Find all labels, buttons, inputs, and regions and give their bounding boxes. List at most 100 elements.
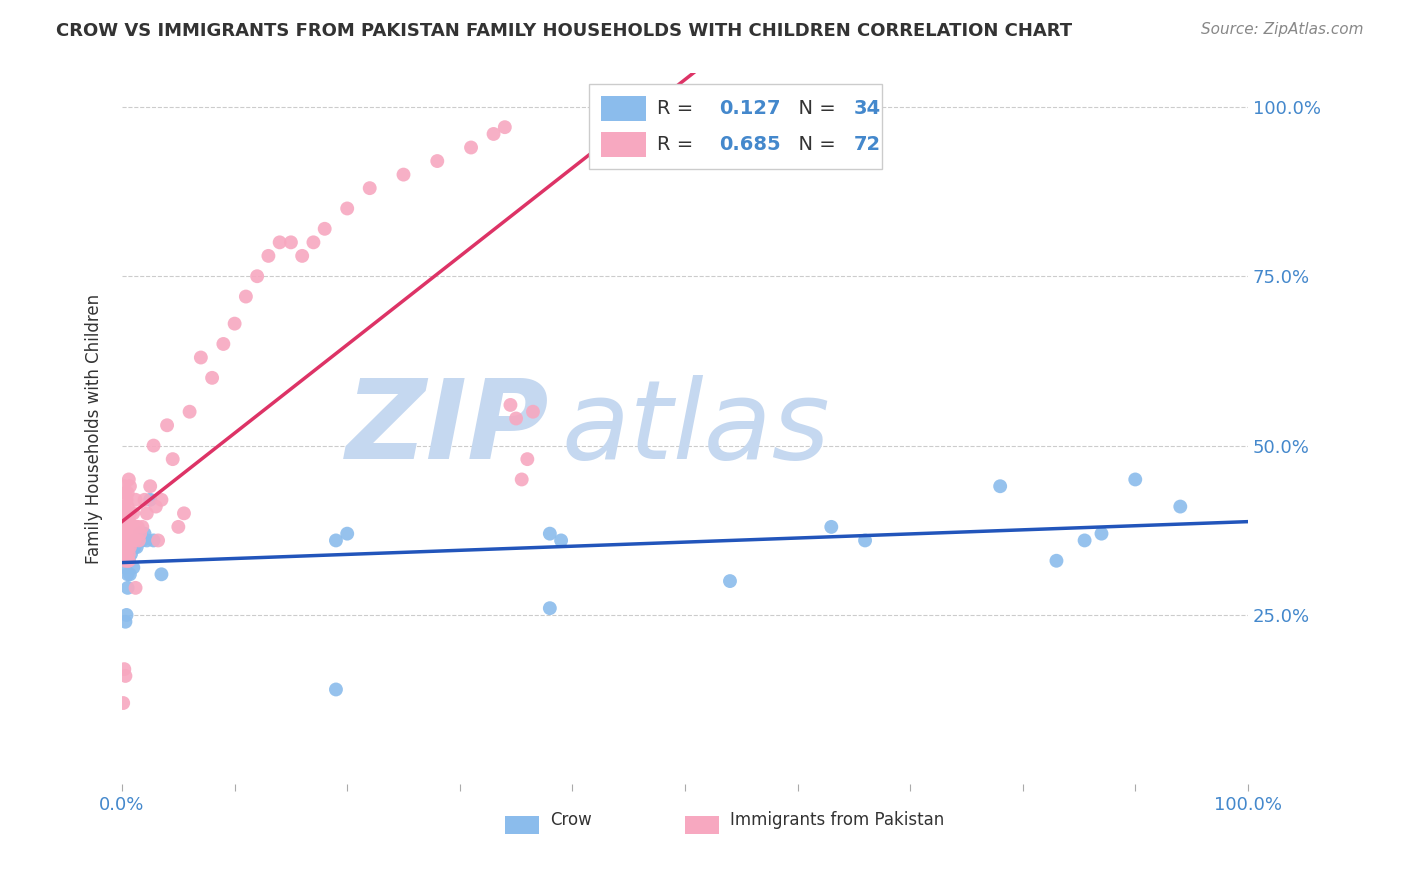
Point	[124, 581, 146, 595]
Text: 0.127: 0.127	[718, 99, 780, 118]
Point	[121, 540, 143, 554]
Point	[505, 411, 527, 425]
Point	[142, 439, 165, 453]
Point	[117, 540, 139, 554]
Point	[129, 526, 152, 541]
Point	[120, 533, 142, 548]
Point	[112, 547, 135, 561]
Point	[122, 520, 145, 534]
Point	[392, 168, 415, 182]
Point	[494, 120, 516, 135]
Text: 34: 34	[853, 99, 882, 118]
Text: Immigrants from Pakistan: Immigrants from Pakistan	[730, 811, 945, 829]
Point	[117, 554, 139, 568]
Point	[325, 682, 347, 697]
Point	[125, 540, 148, 554]
Point	[820, 520, 842, 534]
Point	[117, 533, 139, 548]
FancyBboxPatch shape	[685, 816, 718, 834]
Point	[127, 520, 149, 534]
Point	[112, 696, 135, 710]
Text: 72: 72	[853, 135, 882, 153]
Point	[122, 506, 145, 520]
Point	[1168, 500, 1191, 514]
Point	[1073, 533, 1095, 548]
Point	[988, 479, 1011, 493]
Point	[131, 520, 153, 534]
Point	[112, 526, 135, 541]
Point	[115, 540, 138, 554]
Point	[115, 554, 138, 568]
Point	[179, 405, 201, 419]
Point	[117, 567, 139, 582]
Point	[269, 235, 291, 250]
Point	[257, 249, 280, 263]
Point	[135, 533, 157, 548]
Text: CROW VS IMMIGRANTS FROM PAKISTAN FAMILY HOUSEHOLDS WITH CHILDREN CORRELATION CHA: CROW VS IMMIGRANTS FROM PAKISTAN FAMILY …	[56, 22, 1073, 40]
Point	[235, 289, 257, 303]
Point	[128, 533, 150, 548]
Point	[212, 337, 235, 351]
Point	[538, 526, 561, 541]
FancyBboxPatch shape	[589, 84, 882, 169]
Point	[118, 554, 141, 568]
Point	[280, 235, 302, 250]
Point	[115, 520, 138, 534]
Point	[134, 492, 156, 507]
Point	[853, 533, 876, 548]
Point	[224, 317, 246, 331]
Point	[117, 547, 139, 561]
Point	[124, 540, 146, 554]
Point	[122, 560, 145, 574]
Point	[128, 533, 150, 548]
Point	[114, 615, 136, 629]
Point	[120, 520, 142, 534]
Point	[314, 221, 336, 235]
Point	[118, 567, 141, 582]
Point	[1090, 526, 1112, 541]
Point	[114, 533, 136, 548]
Point	[426, 154, 449, 169]
Point	[538, 601, 561, 615]
Point	[118, 513, 141, 527]
Point	[359, 181, 381, 195]
Point	[114, 554, 136, 568]
Point	[146, 533, 169, 548]
Point	[114, 506, 136, 520]
Point	[325, 533, 347, 548]
Point	[117, 581, 139, 595]
Text: ZIP: ZIP	[346, 376, 550, 483]
FancyBboxPatch shape	[505, 816, 538, 834]
Point	[121, 533, 143, 548]
Point	[118, 554, 141, 568]
Text: Crow: Crow	[550, 811, 592, 829]
Text: 0.685: 0.685	[718, 135, 780, 153]
Point	[118, 506, 141, 520]
Point	[510, 473, 533, 487]
Point	[336, 526, 359, 541]
Point	[114, 540, 136, 554]
Point	[117, 486, 139, 500]
Point	[112, 520, 135, 534]
Point	[162, 452, 184, 467]
Point	[118, 526, 141, 541]
Point	[118, 533, 141, 548]
Point	[115, 513, 138, 527]
Point	[115, 547, 138, 561]
Point	[131, 533, 153, 548]
Text: Source: ZipAtlas.com: Source: ZipAtlas.com	[1201, 22, 1364, 37]
Point	[118, 520, 141, 534]
Point	[118, 547, 141, 561]
FancyBboxPatch shape	[600, 96, 645, 121]
Point	[120, 526, 142, 541]
Point	[173, 506, 195, 520]
Point	[118, 479, 141, 493]
Point	[135, 506, 157, 520]
Point	[499, 398, 522, 412]
Point	[145, 500, 167, 514]
Point	[246, 269, 269, 284]
Point	[190, 351, 212, 365]
Point	[117, 520, 139, 534]
Point	[150, 492, 173, 507]
Point	[522, 405, 544, 419]
